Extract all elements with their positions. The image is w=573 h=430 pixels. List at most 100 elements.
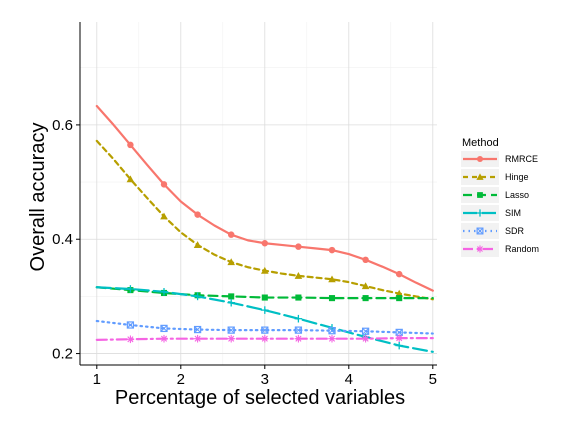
marker-circle	[295, 243, 302, 250]
x-tick-label: 3	[261, 371, 269, 388]
square-point	[396, 295, 403, 302]
marker-triangle	[126, 175, 135, 183]
marker-square	[362, 295, 369, 302]
marker-triangle	[193, 241, 202, 248]
marker-asterisk	[126, 335, 135, 344]
marker-asterisk	[227, 334, 235, 343]
asterisk-stroke	[194, 335, 201, 342]
legend-title: Method	[462, 137, 499, 149]
marker-asterisk	[361, 334, 370, 343]
marker-asterisk	[193, 334, 202, 343]
asterisk-stroke	[396, 335, 403, 342]
box-outline	[294, 326, 303, 334]
x-tick-label: 2	[177, 371, 185, 388]
marker-plus	[261, 306, 269, 314]
series-layer	[95, 104, 434, 353]
marker-asterisk	[160, 334, 168, 343]
marker-triangle	[227, 258, 235, 266]
x-tick-label: 5	[429, 371, 437, 388]
y-tick-label: 0.6	[52, 117, 73, 134]
legend-item-hinge: Hinge	[461, 169, 529, 185]
marker-circle	[328, 246, 336, 254]
marker-asterisk	[476, 245, 484, 253]
asterisk-stroke	[261, 335, 268, 342]
box-outline	[328, 327, 336, 335]
marker-circle	[127, 141, 134, 149]
circle-point	[160, 181, 168, 188]
square-point	[362, 295, 369, 302]
legend-label: SDR	[505, 226, 525, 236]
marker-plus	[160, 288, 168, 296]
y-tick-label: 0.4	[52, 231, 73, 248]
marker-square	[328, 295, 336, 302]
marker-triangle	[160, 212, 168, 220]
triangle-point	[160, 212, 168, 220]
legend-item-sdr: SDR	[461, 223, 525, 239]
x-tick-label: 1	[93, 371, 101, 388]
box-diag-b	[362, 327, 369, 335]
square-point	[261, 294, 268, 301]
marker-plus	[395, 341, 403, 350]
marker-triangle	[476, 173, 484, 180]
legend: Method RMRCE Hinge Lasso SIM SDR Random	[461, 137, 539, 257]
triangle-point	[328, 275, 336, 283]
asterisk-stroke	[127, 336, 134, 343]
triangle-point	[395, 289, 403, 297]
circle-point	[261, 240, 269, 247]
circle-point	[476, 155, 484, 163]
marker-circle	[194, 211, 201, 218]
series-rmrce	[95, 104, 434, 292]
box-diag-b	[227, 326, 235, 334]
box-outline	[261, 326, 269, 334]
box-outline	[361, 327, 370, 335]
marker-boxx	[476, 227, 484, 235]
marker-plus	[476, 209, 484, 217]
marker-boxx	[361, 327, 370, 335]
x-axis-title: Percentage of selected variables	[115, 387, 405, 409]
marker-boxx	[227, 326, 235, 334]
y-axis-title: Overall accuracy	[27, 123, 49, 272]
marker-asterisk	[261, 334, 269, 343]
legend-item-rmrce: RMRCE	[461, 151, 538, 167]
marker-plus	[227, 298, 235, 307]
circle-point	[194, 211, 201, 218]
marker-square	[228, 293, 235, 300]
triangle-point	[261, 266, 269, 274]
marker-asterisk	[395, 334, 403, 342]
marker-triangle	[361, 282, 370, 290]
circle-point	[362, 256, 369, 264]
marker-boxx	[126, 321, 135, 329]
marker-circle	[261, 240, 269, 247]
asterisk-stroke	[228, 335, 235, 342]
marker-boxx	[160, 324, 168, 333]
triangle-point	[361, 282, 370, 290]
marker-triangle	[395, 289, 403, 297]
series-line-sdr	[95, 319, 434, 335]
marker-circle	[227, 231, 235, 238]
x-tick-label: 4	[345, 371, 353, 388]
marker-square	[477, 192, 483, 198]
asterisk-stroke	[328, 335, 336, 342]
marker-square	[261, 294, 268, 301]
asterisk-stroke	[295, 335, 302, 342]
box-outline	[193, 325, 202, 334]
axes: 1 2 3 4 5 0.2 0.4 0.6	[52, 22, 437, 388]
marker-triangle	[294, 272, 303, 279]
triangle-point	[227, 258, 235, 266]
box-diag-b	[127, 321, 134, 329]
square-point	[477, 192, 483, 198]
box-diag-b	[328, 327, 336, 335]
series-hinge	[95, 139, 434, 301]
box-outline	[227, 326, 235, 334]
triangle-point	[126, 175, 135, 183]
marker-circle	[476, 155, 484, 163]
legend-label: Hinge	[505, 172, 529, 182]
series-line-sim	[95, 286, 434, 353]
series-sdr	[95, 319, 434, 337]
marker-asterisk	[294, 334, 303, 343]
marker-circle	[160, 181, 168, 188]
asterisk-stroke	[362, 335, 369, 342]
legend-item-lasso: Lasso	[461, 187, 529, 203]
marker-plus	[126, 285, 135, 293]
triangle-point	[193, 241, 202, 248]
